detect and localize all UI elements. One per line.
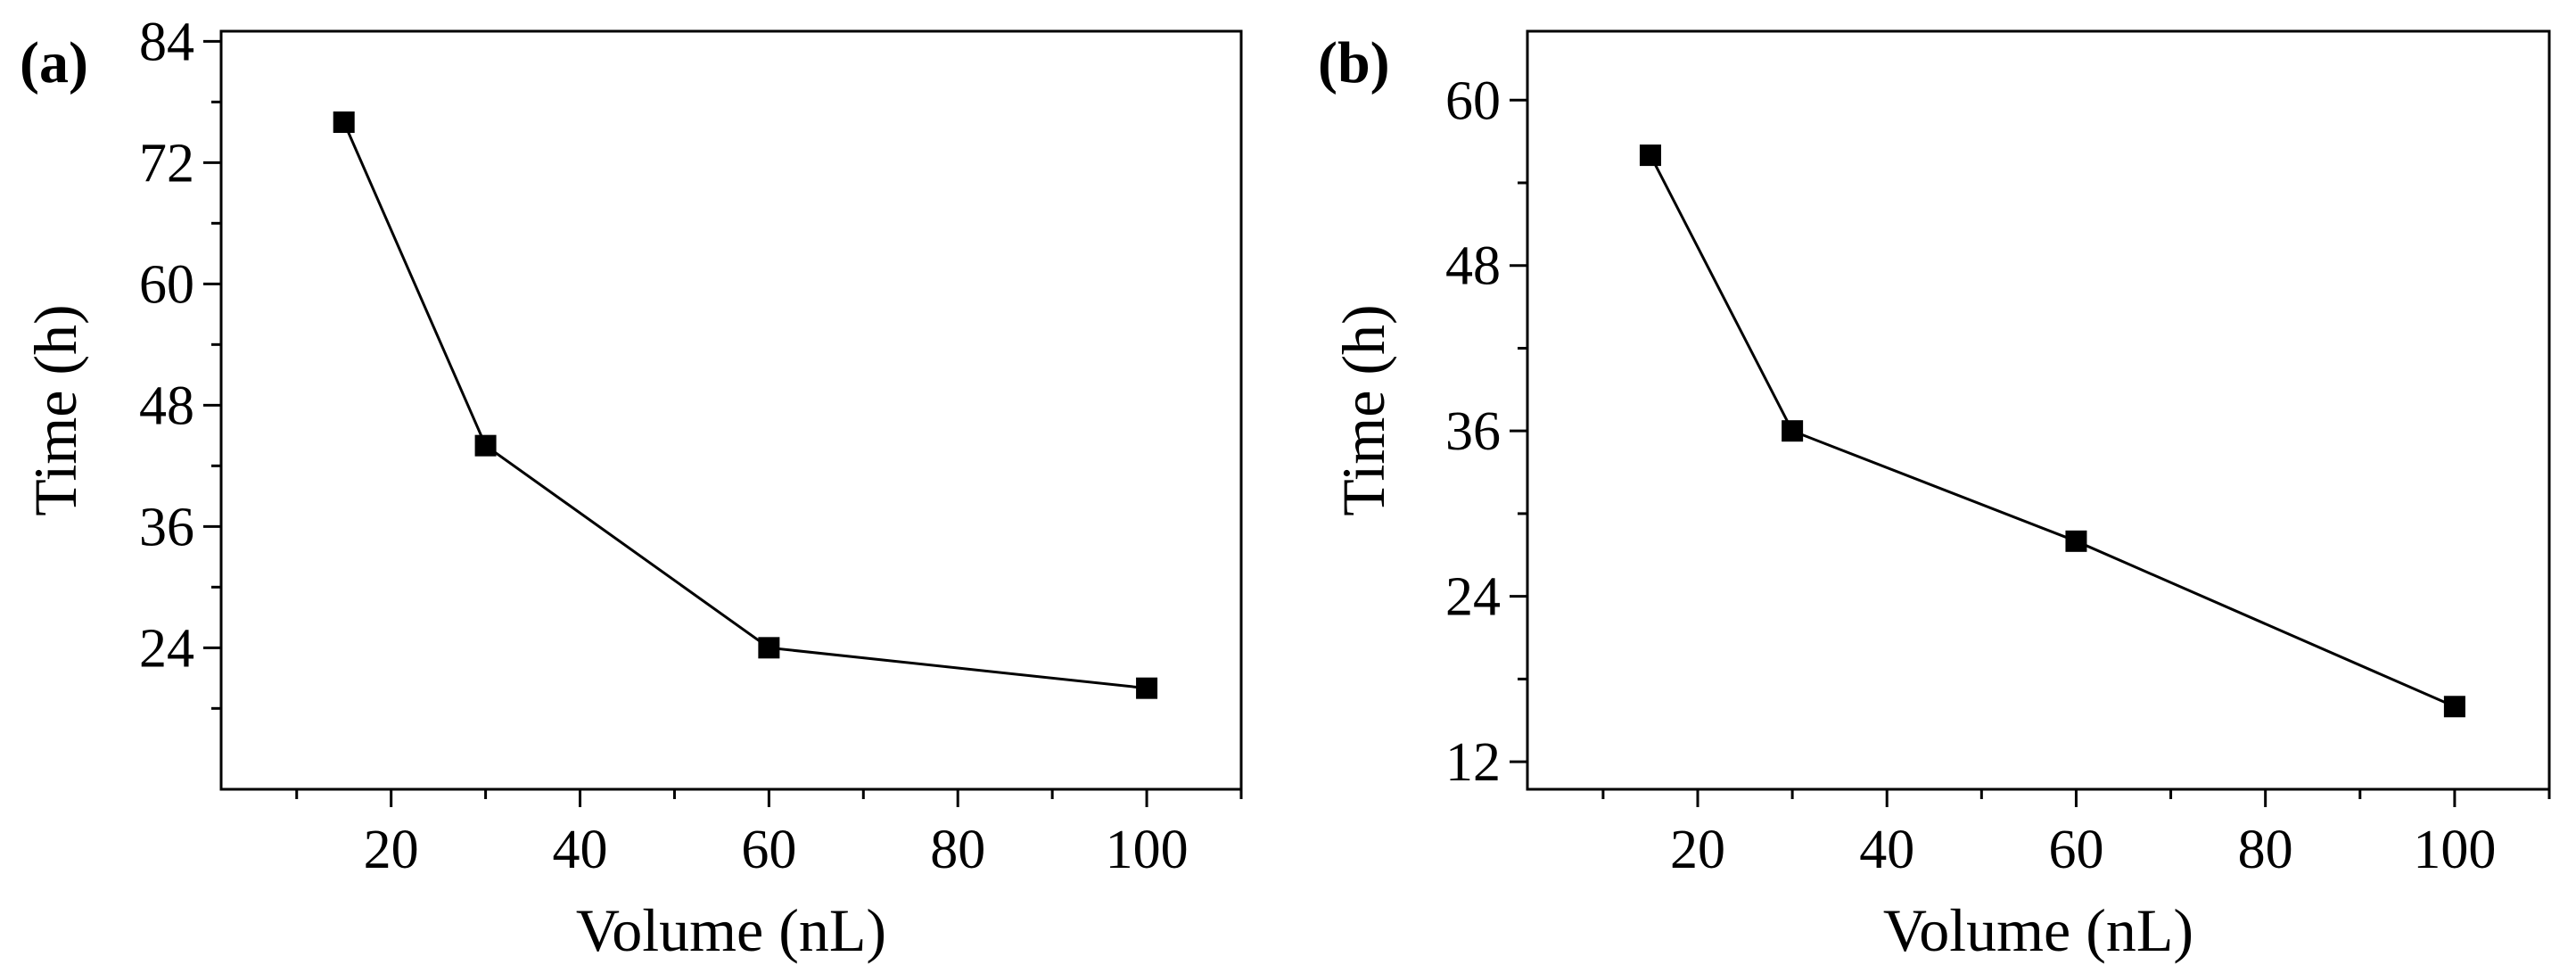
y-tick-label: 12 bbox=[1445, 732, 1501, 793]
y-tick-label: 36 bbox=[1445, 401, 1501, 462]
x-tick-label: 80 bbox=[930, 820, 985, 880]
x-tick-label: 20 bbox=[1670, 820, 1725, 880]
panel-label: (a) bbox=[20, 30, 88, 95]
y-tick-label: 48 bbox=[139, 375, 194, 436]
data-point bbox=[2443, 696, 2465, 718]
y-tick-label: 60 bbox=[1445, 70, 1501, 131]
y-axis-label: Time (h) bbox=[21, 304, 89, 515]
data-point bbox=[1136, 677, 1158, 699]
data-point bbox=[333, 111, 355, 133]
y-tick-label: 60 bbox=[139, 254, 194, 315]
x-axis-label: Volume (nL) bbox=[576, 896, 886, 964]
plot-frame bbox=[219, 29, 1243, 791]
series-line bbox=[1649, 154, 2456, 708]
data-point bbox=[474, 434, 497, 457]
x-tick-label: 60 bbox=[2048, 820, 2103, 880]
y-tick-label: 24 bbox=[1445, 567, 1501, 628]
x-tick-label: 100 bbox=[1106, 820, 1189, 880]
x-tick-label: 80 bbox=[2238, 820, 2293, 880]
y-tick-label: 72 bbox=[139, 133, 194, 194]
panel-label: (b) bbox=[1318, 30, 1390, 95]
chart-panel-a: 20 40 60 80 100 24 36 48 60 72 84 Volume (nL) Time (… bbox=[20, 12, 1243, 964]
x-tick-label: 100 bbox=[2413, 820, 2496, 880]
x-tick-label: 40 bbox=[1859, 820, 1914, 880]
data-point bbox=[758, 637, 780, 659]
y-axis-label: Time (h) bbox=[1329, 304, 1397, 515]
data-point bbox=[1639, 144, 1661, 167]
y-tick-label: 24 bbox=[139, 618, 194, 679]
chart-panel-b: 20 40 60 80 100 12 24 36 48 60 Volume (nL) Time (h)… bbox=[1318, 29, 2551, 964]
x-axis-label: Volume (nL) bbox=[1883, 896, 2193, 964]
data-point bbox=[1782, 420, 1804, 442]
y-tick-label: 36 bbox=[139, 497, 194, 557]
plot-frame bbox=[1526, 29, 2551, 791]
y-tick-label: 84 bbox=[139, 12, 194, 72]
x-tick-label: 40 bbox=[553, 820, 608, 880]
data-point bbox=[2065, 530, 2087, 552]
series-line bbox=[342, 121, 1148, 690]
x-tick-label: 20 bbox=[364, 820, 419, 880]
x-tick-label: 60 bbox=[741, 820, 796, 880]
y-tick-label: 48 bbox=[1445, 236, 1501, 297]
